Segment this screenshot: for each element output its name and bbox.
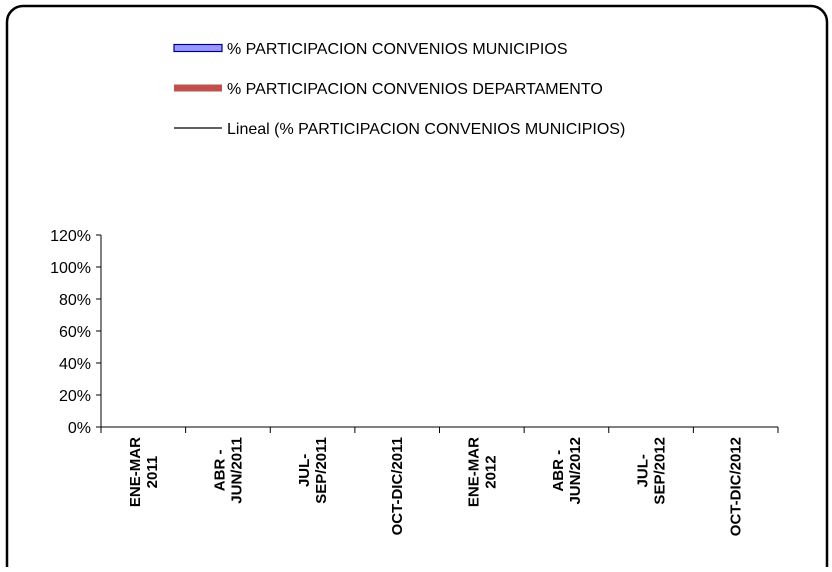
legend-item-3-label: Lineal (% PARTICIPACION CONVENIOS MUNICI… xyxy=(227,121,625,138)
legend-item-3: Lineal (% PARTICIPACION CONVENIOS MUNICI… xyxy=(174,121,625,138)
y-axis: 0% 20% 40% 60% 80% 100% 120% xyxy=(50,228,102,437)
legend-item-1-label: % PARTICIPACION CONVENIOS MUNICIPIOS xyxy=(227,41,568,58)
y-tick-label: 0% xyxy=(68,420,91,437)
x-tick-label-line: ABR - xyxy=(550,450,567,492)
x-tick-label-line: SEP/2012 xyxy=(652,437,669,505)
legend-item-2: % PARTICIPACION CONVENIOS DEPARTAMENTO xyxy=(174,81,603,98)
legend: % PARTICIPACION CONVENIOS MUNICIPIOS % PA… xyxy=(173,41,625,138)
x-tick-label: OCT-DIC/2011 xyxy=(389,437,406,535)
legend-item-2-label: % PARTICIPACION CONVENIOS DEPARTAMENTO xyxy=(227,81,603,98)
legend-item-2-swatch xyxy=(174,84,222,92)
legend-item-1-swatch xyxy=(173,43,223,53)
x-tick-label: ENE-MAR2011 xyxy=(127,437,161,507)
x-tick-label: ENE-MAR2012 xyxy=(465,437,499,507)
x-tick-label-line: JUN/2012 xyxy=(567,437,584,505)
x-tick-label-line: OCT-DIC/2011 xyxy=(389,437,406,535)
x-tick-label-line: OCT-DIC/2012 xyxy=(728,437,745,536)
y-tick-label: 120% xyxy=(50,228,91,245)
x-tick-label-line: SEP/2011 xyxy=(313,437,330,504)
x-tick-label: JUL-SEP/2012 xyxy=(635,437,669,505)
y-tick-label: 40% xyxy=(59,356,91,373)
x-tick-label: JUL-SEP/2011 xyxy=(296,437,330,504)
x-tick-label-line: JUL- xyxy=(635,454,652,487)
x-tick-label: ABR -JUN/2011 xyxy=(211,437,245,504)
x-tick-label-line: JUN/2011 xyxy=(228,437,245,504)
x-tick-label: ABR -JUN/2012 xyxy=(550,437,584,505)
y-tick-label: 100% xyxy=(50,260,91,277)
x-tick-label-line: ABR - xyxy=(211,450,228,492)
x-tick-label-line: JUL- xyxy=(296,454,313,487)
chart-frame xyxy=(5,4,829,572)
y-tick-label: 80% xyxy=(59,292,91,309)
legend-item-1: % PARTICIPACION CONVENIOS MUNICIPIOS xyxy=(173,41,568,58)
y-tick-label: 20% xyxy=(59,388,91,405)
x-tick-label-line: ENE-MAR xyxy=(465,437,482,507)
x-tick-label-line: 2012 xyxy=(482,455,499,488)
x-axis: ENE-MAR2011 ABR -JUN/2011 JUL-SEP/2011 OCT-… xyxy=(100,426,779,536)
x-tick-label: OCT-DIC/2012 xyxy=(728,437,745,536)
x-tick-label-line: 2011 xyxy=(144,456,161,489)
y-tick-label: 60% xyxy=(59,324,91,341)
x-tick-label-line: ENE-MAR xyxy=(127,437,144,507)
